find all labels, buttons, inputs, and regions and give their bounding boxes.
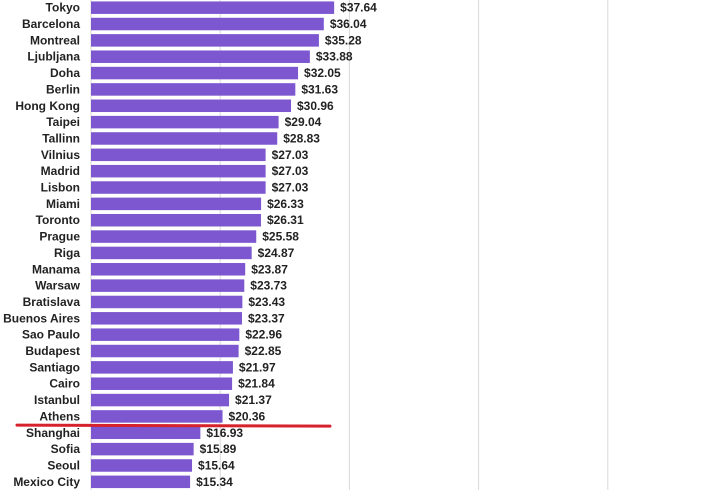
category-label: Madrid bbox=[41, 164, 80, 178]
category-label: Montreal bbox=[30, 33, 80, 47]
bar bbox=[91, 377, 233, 390]
value-label: $28.83 bbox=[283, 131, 320, 145]
value-label: $21.84 bbox=[238, 377, 275, 391]
value-label: $37.64 bbox=[340, 1, 377, 15]
bar bbox=[91, 361, 233, 374]
category-label: Miami bbox=[46, 197, 80, 211]
value-label: $23.37 bbox=[248, 311, 285, 325]
bar bbox=[91, 344, 239, 358]
value-label: $23.73 bbox=[250, 279, 287, 293]
value-label: $31.63 bbox=[301, 82, 338, 96]
category-label: Budapest bbox=[25, 344, 80, 358]
category-label: Berlin bbox=[46, 82, 80, 96]
category-label: Sofia bbox=[51, 442, 81, 456]
category-label: Tokyo bbox=[46, 1, 80, 15]
bar bbox=[91, 459, 193, 472]
category-label: Barcelona bbox=[22, 17, 80, 31]
bar bbox=[91, 83, 296, 96]
value-label: $25.58 bbox=[262, 230, 299, 244]
bar bbox=[91, 1, 335, 14]
category-label: Santiago bbox=[29, 360, 80, 374]
bar bbox=[91, 17, 324, 31]
value-label: $35.28 bbox=[325, 33, 362, 47]
category-label: Riga bbox=[54, 246, 80, 260]
bar bbox=[91, 426, 201, 440]
category-label: Mexico City bbox=[13, 475, 80, 489]
bar bbox=[91, 50, 310, 63]
category-label: Toronto bbox=[36, 213, 80, 227]
category-label: Doha bbox=[50, 66, 80, 80]
bar bbox=[91, 181, 266, 194]
value-label: $23.87 bbox=[251, 262, 288, 276]
category-label: Athens bbox=[39, 409, 80, 423]
category-label: Bratislava bbox=[23, 295, 81, 309]
bar bbox=[91, 115, 279, 129]
bar bbox=[91, 312, 242, 325]
value-label: $26.31 bbox=[267, 213, 304, 227]
category-label: Warsaw bbox=[35, 279, 81, 293]
bar bbox=[91, 34, 319, 47]
value-label: $20.36 bbox=[229, 409, 266, 423]
value-label: $15.89 bbox=[200, 442, 237, 456]
bar bbox=[91, 393, 230, 407]
value-label: $33.88 bbox=[316, 50, 353, 64]
bar bbox=[91, 279, 245, 292]
category-label: Manama bbox=[32, 262, 80, 276]
value-label: $22.85 bbox=[245, 344, 282, 358]
value-label: $36.04 bbox=[330, 17, 367, 31]
bar bbox=[91, 246, 252, 260]
bar bbox=[91, 328, 240, 341]
bar bbox=[91, 410, 223, 423]
bar bbox=[91, 66, 299, 80]
category-label: Taipei bbox=[46, 115, 80, 129]
bar bbox=[91, 442, 194, 456]
bar bbox=[91, 475, 191, 489]
category-label: Seoul bbox=[47, 458, 80, 472]
value-label: $15.64 bbox=[198, 458, 235, 472]
category-label: Cairo bbox=[49, 377, 80, 391]
bar bbox=[91, 213, 261, 227]
value-label: $32.05 bbox=[304, 66, 341, 80]
value-label: $22.96 bbox=[245, 328, 282, 342]
bar bbox=[91, 99, 292, 113]
bar bbox=[91, 164, 266, 178]
category-label: Buenos Aires bbox=[3, 311, 80, 325]
category-label: Sao Paulo bbox=[22, 328, 80, 342]
category-label: Ljubljana bbox=[27, 50, 80, 64]
value-label: $26.33 bbox=[267, 197, 304, 211]
value-label: $29.04 bbox=[285, 115, 322, 129]
category-label: Shanghai bbox=[26, 426, 80, 440]
value-label: $21.97 bbox=[239, 360, 276, 374]
value-label: $16.93 bbox=[206, 426, 243, 440]
bar bbox=[91, 148, 266, 162]
category-label: Tallinn bbox=[42, 131, 80, 145]
highlight-line bbox=[15, 423, 332, 428]
value-label: $27.03 bbox=[272, 181, 309, 195]
value-label: $23.43 bbox=[248, 295, 285, 309]
category-label: Istanbul bbox=[34, 393, 80, 407]
value-label: $24.87 bbox=[258, 246, 295, 260]
bar bbox=[91, 230, 257, 243]
value-label: $30.96 bbox=[297, 99, 334, 113]
bar bbox=[91, 132, 278, 145]
bar bbox=[91, 263, 246, 276]
value-label: $15.34 bbox=[196, 475, 233, 489]
value-label: $27.03 bbox=[272, 164, 309, 178]
category-label: Lisbon bbox=[41, 181, 80, 195]
value-label: $27.03 bbox=[272, 148, 309, 162]
bar bbox=[91, 197, 262, 211]
value-label: $21.37 bbox=[235, 393, 272, 407]
bar bbox=[91, 295, 243, 309]
category-label: Prague bbox=[39, 230, 80, 244]
category-label: Vilnius bbox=[41, 148, 80, 162]
category-label: Hong Kong bbox=[15, 99, 80, 113]
